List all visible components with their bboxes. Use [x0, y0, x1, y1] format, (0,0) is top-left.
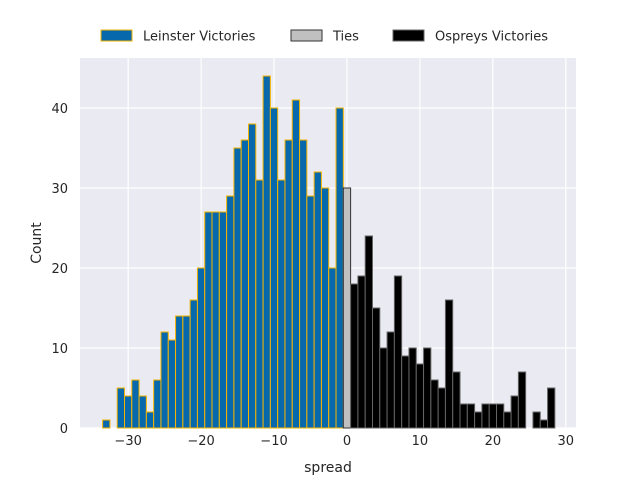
- bar-ospreys-victories: [459, 403, 468, 429]
- bar-leinster-victories: [291, 99, 301, 429]
- bar-leinster-victories: [313, 171, 322, 429]
- bar-ospreys-victories: [452, 371, 461, 429]
- bar-leinster-victories: [284, 139, 293, 429]
- x-axis-label: spread: [304, 460, 352, 476]
- bar-leinster-victories: [102, 419, 111, 429]
- bar-ospreys-victories: [510, 395, 519, 429]
- bar-leinster-victories: [328, 267, 337, 429]
- y-tick-label: 0: [60, 422, 68, 437]
- bar-ospreys-victories: [408, 347, 417, 429]
- y-tick-label: 20: [51, 262, 68, 277]
- bar-ospreys-victories: [474, 411, 483, 429]
- bar-leinster-victories: [269, 107, 279, 429]
- bar-leinster-victories: [160, 331, 169, 429]
- x-tick-label: −20: [187, 434, 214, 449]
- bar-ospreys-victories: [517, 371, 527, 429]
- bar-leinster-victories: [145, 411, 155, 429]
- bar-ospreys-victories: [357, 275, 366, 429]
- bar-leinster-victories: [277, 179, 286, 429]
- bar-ospreys-victories: [364, 235, 373, 429]
- bar-leinster-victories: [226, 195, 235, 429]
- x-tick-label: 10: [412, 434, 429, 449]
- legend-label: Leinster Victories: [143, 30, 256, 45]
- x-tick-label: 20: [485, 434, 502, 449]
- bar-leinster-victories: [218, 211, 228, 429]
- bars: [102, 75, 556, 429]
- bar-leinster-victories: [116, 387, 125, 429]
- bar-leinster-victories: [123, 395, 133, 429]
- legend-swatch: [290, 29, 323, 42]
- bar-leinster-victories: [196, 267, 206, 429]
- legend-swatch: [100, 29, 133, 42]
- bar-ospreys-victories: [379, 347, 388, 429]
- bar-ospreys-victories: [423, 347, 432, 429]
- x-tick-label: −30: [114, 434, 141, 449]
- bar-leinster-victories: [320, 187, 330, 429]
- bar-ospreys-victories: [444, 299, 454, 429]
- x-tick-label: 30: [558, 434, 575, 449]
- bar-ospreys-victories: [437, 387, 446, 429]
- bar-leinster-victories: [189, 299, 198, 429]
- bar-ospreys-victories: [386, 331, 395, 429]
- bar-leinster-victories: [131, 379, 140, 429]
- x-tick-label: 0: [343, 434, 351, 449]
- bar-ospreys-victories: [503, 411, 512, 429]
- legend-label: Ties: [332, 30, 359, 45]
- legend-swatch: [392, 29, 425, 42]
- bar-ospreys-victories: [371, 307, 381, 429]
- bar-leinster-victories: [306, 195, 315, 429]
- x-tick-label: −10: [260, 434, 287, 449]
- bar-leinster-victories: [262, 75, 271, 429]
- bar-leinster-victories: [211, 211, 220, 429]
- bar-ties: [342, 187, 352, 429]
- bar-leinster-victories: [299, 139, 308, 429]
- bar-ospreys-victories: [532, 411, 541, 429]
- bar-ospreys-victories: [488, 403, 497, 429]
- legend-label: Ospreys Victories: [435, 30, 548, 45]
- bar-leinster-victories: [247, 123, 257, 429]
- bar-ospreys-victories: [430, 379, 439, 429]
- bar-leinster-victories: [153, 379, 162, 429]
- bar-ospreys-victories: [401, 355, 410, 429]
- bar-ospreys-victories: [481, 403, 490, 429]
- bar-ospreys-victories: [415, 363, 425, 429]
- bar-ospreys-victories: [539, 419, 549, 429]
- legend: Leinster Victories Ties Ospreys Victories: [100, 29, 548, 45]
- ticks: −30 −20 −10 0 10 20 30 0 10 20 30 40: [51, 102, 574, 449]
- y-axis-label: Count: [29, 222, 45, 264]
- bar-leinster-victories: [335, 107, 344, 429]
- bar-leinster-victories: [233, 147, 242, 429]
- bar-leinster-victories: [138, 395, 147, 429]
- y-tick-label: 30: [51, 182, 68, 197]
- bar-leinster-victories: [240, 139, 249, 429]
- y-tick-label: 40: [51, 102, 68, 117]
- y-tick-label: 10: [51, 342, 68, 357]
- bar-leinster-victories: [175, 315, 184, 429]
- bar-leinster-victories: [167, 339, 177, 429]
- bar-ospreys-victories: [393, 275, 403, 429]
- bar-ospreys-victories: [495, 403, 505, 429]
- bar-ospreys-victories: [547, 387, 556, 429]
- bar-leinster-victories: [255, 179, 264, 429]
- bar-ospreys-victories: [350, 283, 359, 429]
- bar-ospreys-victories: [466, 403, 476, 429]
- bar-leinster-victories: [182, 315, 191, 429]
- bar-leinster-victories: [204, 211, 213, 429]
